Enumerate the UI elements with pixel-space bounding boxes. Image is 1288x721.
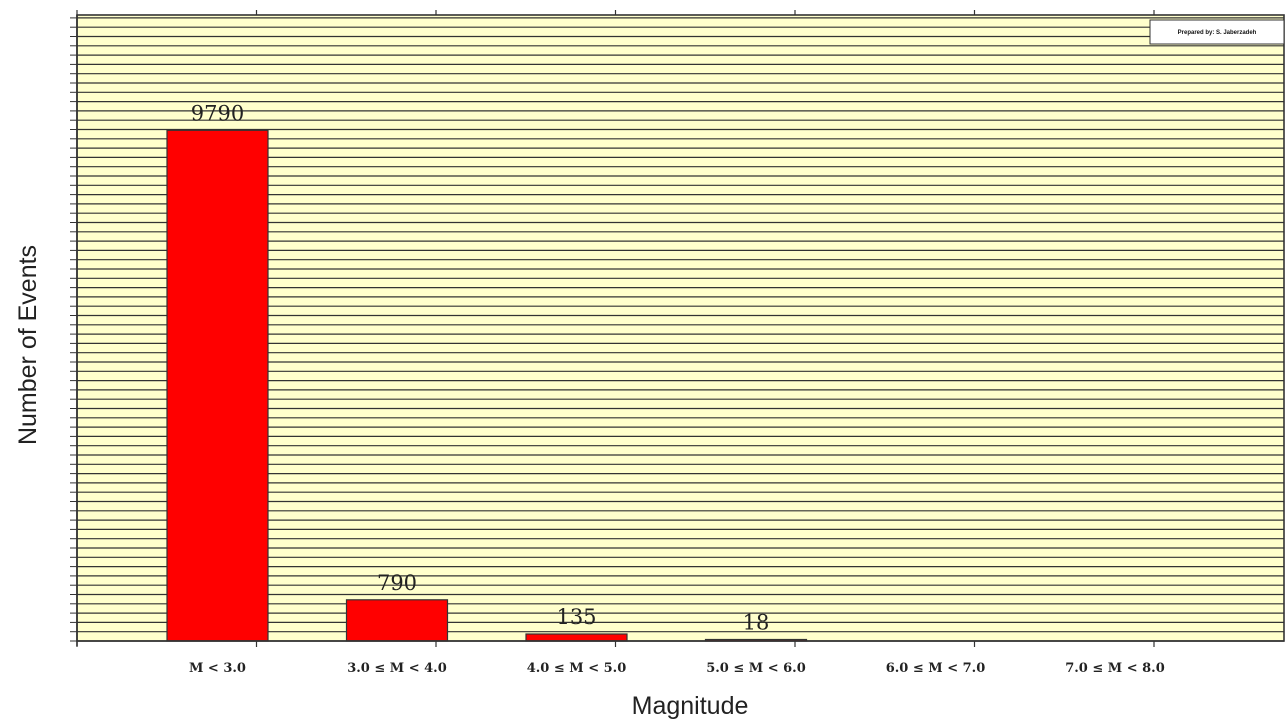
x-tick-label: 6.0 ≤ M < 7.0 xyxy=(886,661,986,676)
data-label: 9790 xyxy=(191,101,244,125)
x-tick-label: 5.0 ≤ M < 6.0 xyxy=(706,661,806,676)
x-tick-label: M < 3.0 xyxy=(189,661,246,676)
data-label: 790 xyxy=(377,571,417,595)
bar xyxy=(345,599,449,642)
data-label: 18 xyxy=(743,611,770,635)
data-label: 135 xyxy=(556,605,596,629)
credit-box: Prepared by: S. Jaberzadeh xyxy=(1149,19,1285,45)
x-axis-title: Magnitude xyxy=(632,692,749,720)
grid-lines xyxy=(77,17,1284,633)
y-axis xyxy=(70,15,78,646)
data-labels: 9790 790 135 18 xyxy=(191,101,770,634)
plot-background xyxy=(77,15,1284,641)
x-axis xyxy=(76,10,1284,647)
bar xyxy=(525,633,628,642)
bars xyxy=(166,129,808,642)
credit-text: Prepared by: S. Jaberzadeh xyxy=(1178,30,1257,36)
x-tick-label: 7.0 ≤ M < 8.0 xyxy=(1065,661,1165,676)
x-tick-labels: M < 3.0 3.0 ≤ M < 4.0 4.0 ≤ M < 5.0 5.0 ≤ M… xyxy=(189,661,1165,676)
x-tick-label: 3.0 ≤ M < 4.0 xyxy=(347,661,447,676)
bar xyxy=(166,129,269,642)
x-tick-label: 4.0 ≤ M < 5.0 xyxy=(527,661,627,676)
credit-box-frame xyxy=(1149,19,1285,45)
y-axis-title: Number of Events xyxy=(14,245,42,445)
